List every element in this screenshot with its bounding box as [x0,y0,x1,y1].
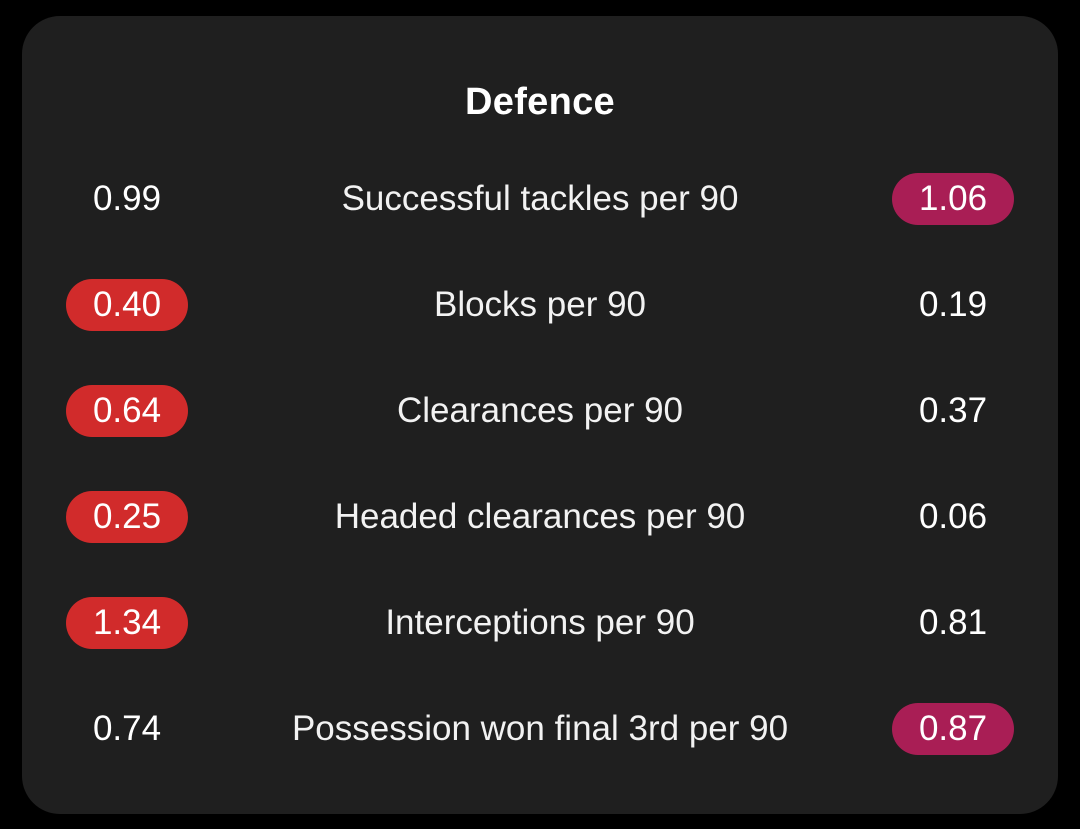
stat-row-interceptions: 1.34 Interceptions per 90 0.81 [22,597,1058,649]
right-player-value: 1.06 [892,173,1014,225]
right-player-value: 0.06 [918,497,988,536]
left-player-value: 0.25 [66,491,188,543]
stat-row-blocks: 0.40 Blocks per 90 0.19 [22,279,1058,331]
left-player-value: 1.34 [66,597,188,649]
stat-label: Successful tackles per 90 [341,179,739,218]
left-player-value: 0.40 [66,279,188,331]
defence-stats-card: Defence 0.99 Successful tackles per 90 1… [22,16,1058,814]
left-player-value: 0.74 [92,709,162,748]
right-player-value: 0.81 [918,603,988,642]
stat-label: Possession won final 3rd per 90 [291,709,789,748]
stat-label: Headed clearances per 90 [334,497,746,536]
stat-row-clearances: 0.64 Clearances per 90 0.37 [22,385,1058,437]
left-player-value: 0.64 [66,385,188,437]
right-player-value: 0.87 [892,703,1014,755]
stat-row-possession-won-final-third: 0.74 Possession won final 3rd per 90 0.8… [22,703,1058,755]
stat-row-headed-clearances: 0.25 Headed clearances per 90 0.06 [22,491,1058,543]
stat-label: Clearances per 90 [397,391,683,430]
stat-label: Blocks per 90 [433,285,647,324]
section-title: Defence [465,81,615,123]
left-player-value: 0.99 [92,179,162,218]
right-player-value: 0.19 [918,285,988,324]
stat-label: Interceptions per 90 [385,603,695,642]
right-player-value: 0.37 [918,391,988,430]
stat-row-successful-tackles: 0.99 Successful tackles per 90 1.06 [22,173,1058,225]
